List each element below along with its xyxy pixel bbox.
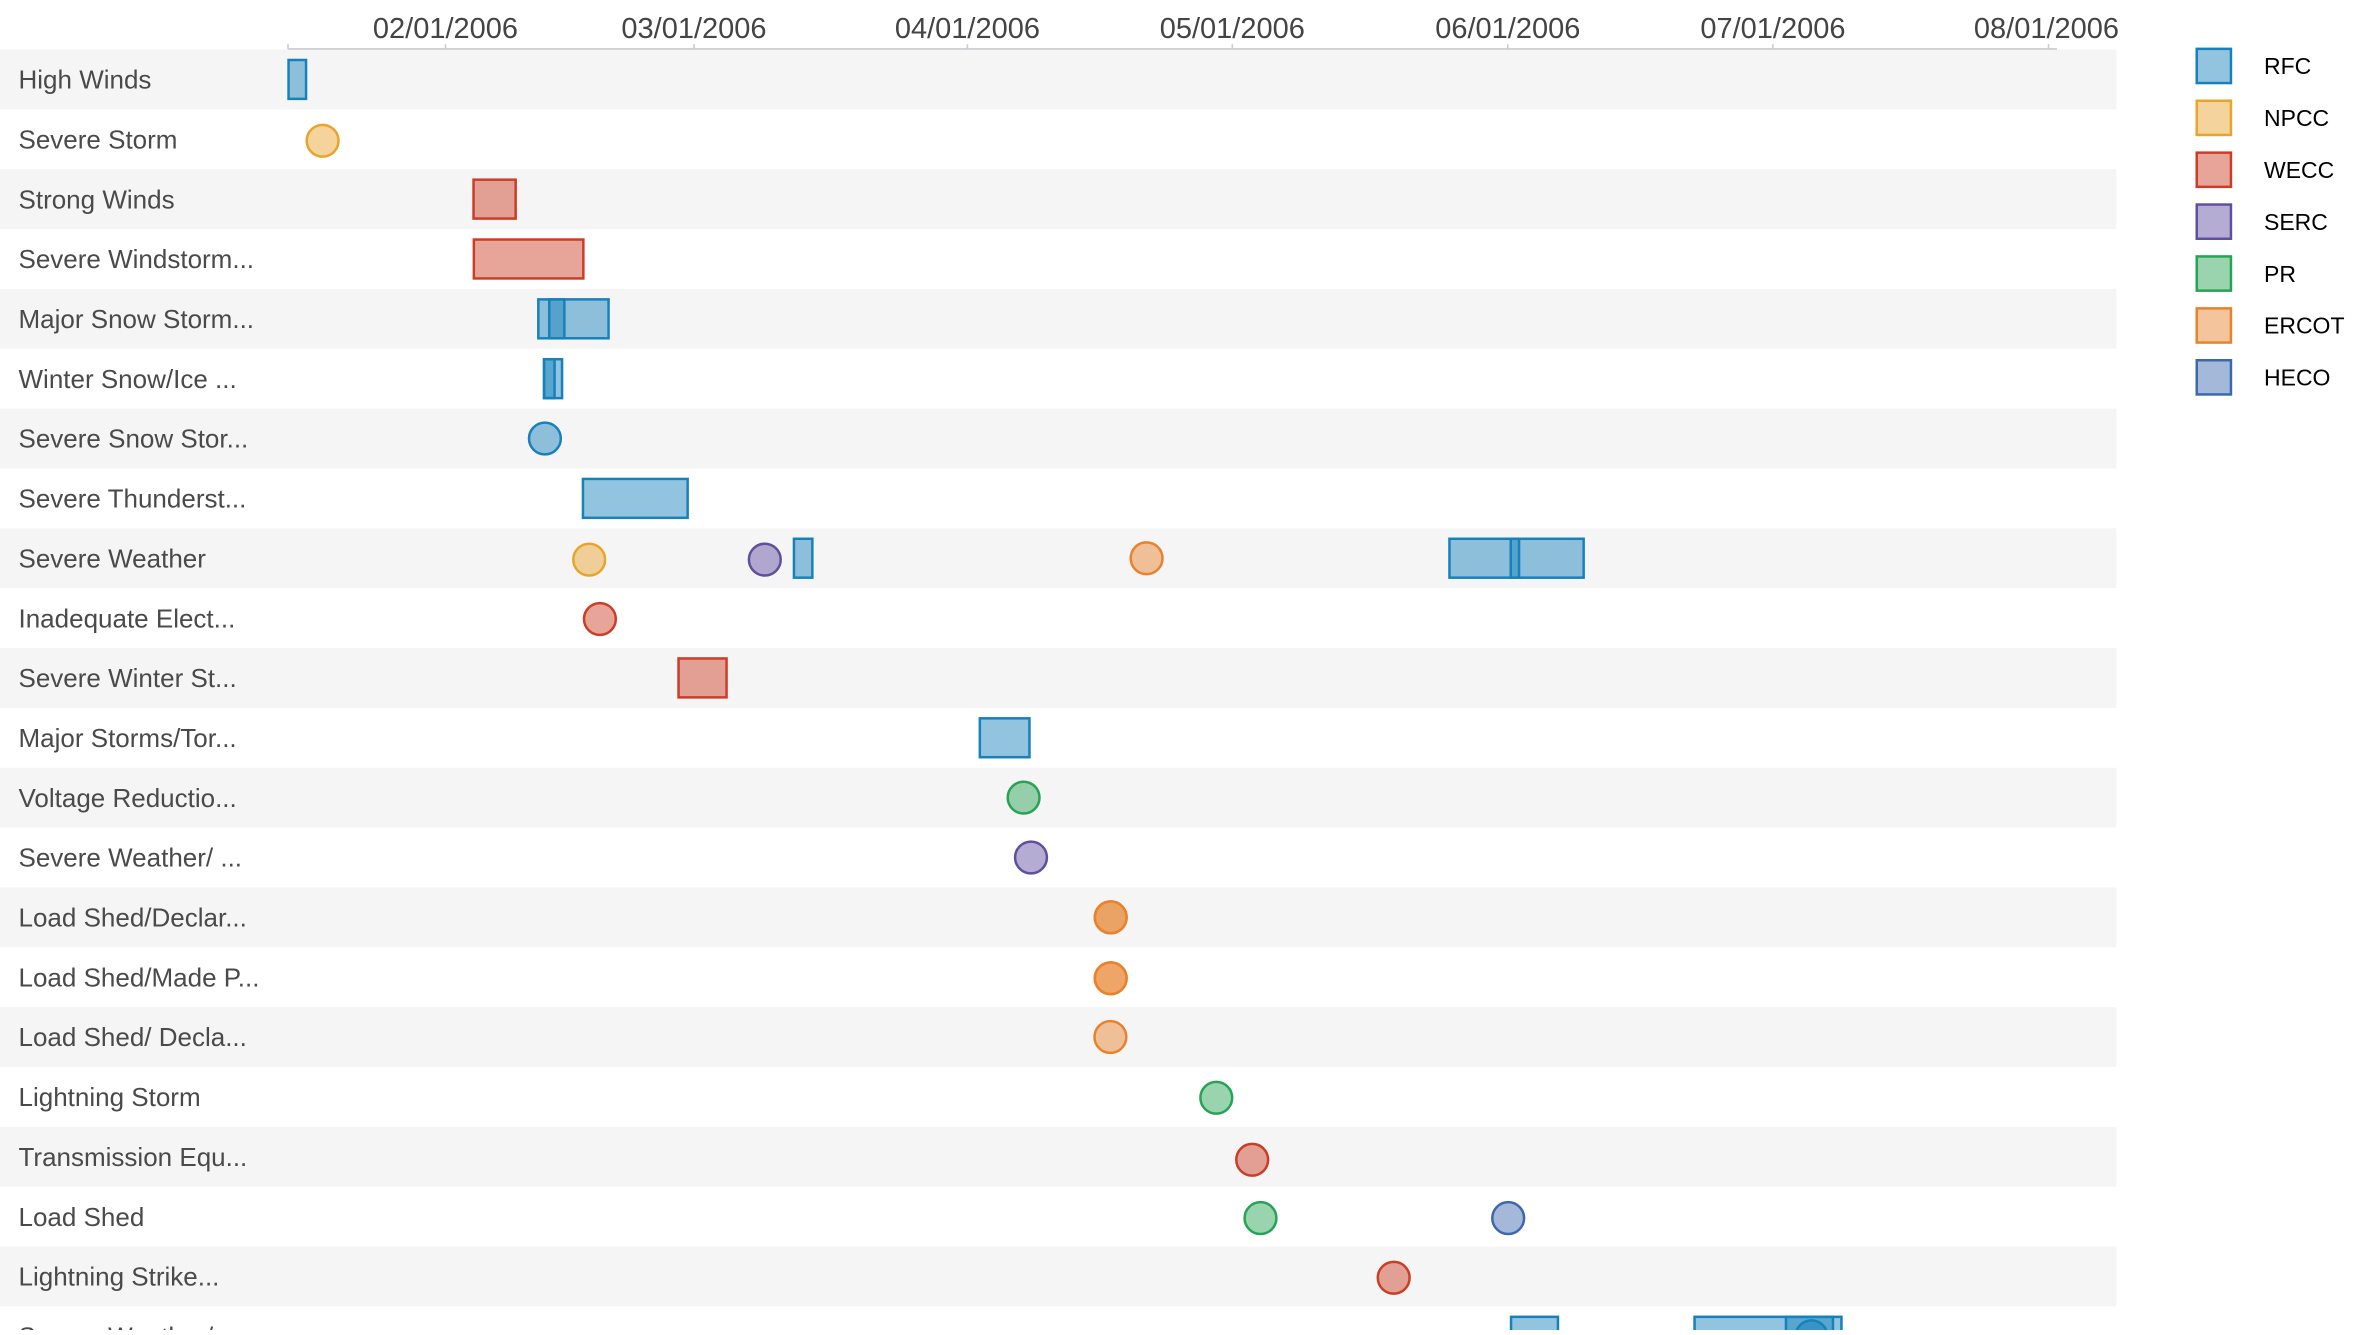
- svg-text:07/01/2006: 07/01/2006: [1700, 13, 1845, 45]
- svg-text:Severe Weather/ ...: Severe Weather/ ...: [19, 1321, 243, 1330]
- svg-text:Severe Weather/ ...: Severe Weather/ ...: [19, 843, 243, 873]
- svg-text:SERC: SERC: [2264, 209, 2328, 235]
- svg-text:Inadequate Elect...: Inadequate Elect...: [19, 603, 236, 633]
- svg-text:Lightning Storm: Lightning Storm: [19, 1082, 201, 1112]
- svg-text:High Winds: High Winds: [19, 65, 152, 95]
- svg-text:05/01/2006: 05/01/2006: [1160, 13, 1305, 45]
- svg-text:Load Shed: Load Shed: [19, 1202, 145, 1232]
- svg-text:06/01/2006: 06/01/2006: [1435, 13, 1580, 45]
- svg-text:NPCC: NPCC: [2264, 105, 2329, 131]
- svg-text:Winter Snow/Ice ...: Winter Snow/Ice ...: [19, 364, 237, 394]
- svg-text:08/01/2006: 08/01/2006: [1974, 13, 2119, 45]
- svg-text:Severe Storm: Severe Storm: [19, 124, 178, 154]
- svg-text:HECO: HECO: [2264, 365, 2330, 391]
- svg-text:Severe Winter St...: Severe Winter St...: [19, 663, 237, 693]
- svg-text:Load Shed/Made P...: Load Shed/Made P...: [19, 962, 260, 992]
- svg-text:Load Shed/ Decla...: Load Shed/ Decla...: [19, 1022, 247, 1052]
- svg-text:04/01/2006: 04/01/2006: [895, 13, 1040, 45]
- svg-text:PR: PR: [2264, 261, 2296, 287]
- svg-text:02/01/2006: 02/01/2006: [373, 13, 518, 45]
- svg-text:Severe Windstorm...: Severe Windstorm...: [19, 244, 255, 274]
- svg-text:Strong Winds: Strong Winds: [19, 184, 175, 214]
- svg-text:Major Snow Storm...: Major Snow Storm...: [19, 304, 255, 334]
- svg-text:Severe Thunderst...: Severe Thunderst...: [19, 484, 247, 514]
- svg-text:Severe Weather: Severe Weather: [19, 543, 207, 573]
- svg-text:03/01/2006: 03/01/2006: [621, 13, 766, 45]
- svg-text:Lightning Strike...: Lightning Strike...: [19, 1262, 220, 1292]
- svg-text:WECC: WECC: [2264, 157, 2334, 183]
- svg-text:Voltage Reductio...: Voltage Reductio...: [19, 783, 237, 813]
- svg-text:Major Storms/Tor...: Major Storms/Tor...: [19, 723, 237, 753]
- svg-text:Severe Snow Stor...: Severe Snow Stor...: [19, 424, 249, 454]
- svg-text:RFC: RFC: [2264, 53, 2311, 79]
- svg-text:ERCOT: ERCOT: [2264, 313, 2345, 339]
- svg-text:Load Shed/Declar...: Load Shed/Declar...: [19, 903, 247, 933]
- svg-text:Transmission Equ...: Transmission Equ...: [19, 1142, 248, 1172]
